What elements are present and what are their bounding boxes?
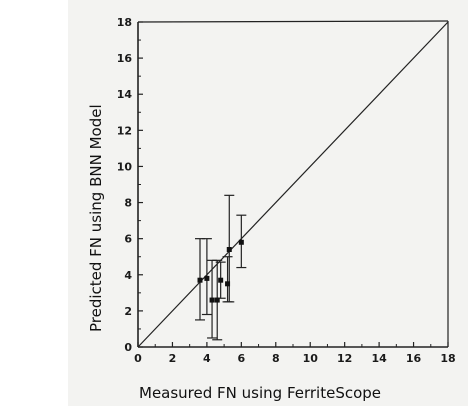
- y-tick-label: 6: [124, 233, 132, 246]
- x-tick-layer: 0 2 4 6 8 10 12 14 16 18: [134, 342, 456, 365]
- data-point-marker: [226, 247, 232, 252]
- identity-reference-line: [137, 21, 449, 348]
- x-tick-label: 2: [169, 352, 177, 365]
- y-axis-title: Predicted FN using BNN Model: [87, 104, 105, 332]
- y-tick-label: 18: [117, 16, 132, 29]
- y-tick-layer: 0 2 4 6 8 10 12 14 16 18: [117, 16, 143, 354]
- data-point-marker: [238, 239, 244, 245]
- y-tick-label: 16: [117, 52, 133, 65]
- y-tick-label: 8: [124, 197, 132, 210]
- top-frame-line: [137, 20, 449, 23]
- data-point-marker: [209, 297, 215, 303]
- x-tick-label: 0: [134, 352, 142, 365]
- x-tick-label: 12: [337, 352, 352, 365]
- plot-panel: [68, 0, 468, 406]
- x-tick-label: 14: [371, 352, 387, 365]
- error-bar-layer: [195, 194, 247, 341]
- x-tick-label: 16: [406, 352, 422, 365]
- y-tick-label: 4: [124, 269, 132, 282]
- reference-line-layer: [137, 21, 449, 348]
- x-axis-title: Measured FN using FerriteScope: [139, 384, 381, 402]
- y-tick-label: 10: [117, 160, 133, 173]
- y-tick-label: 12: [117, 124, 132, 137]
- data-point-marker: [197, 277, 203, 283]
- y-tick-label: 2: [124, 305, 132, 318]
- y-tick-label: 0: [124, 341, 132, 354]
- x-tick-label: 8: [272, 352, 280, 365]
- data-point-marker: [225, 281, 231, 287]
- x-tick-label: 4: [203, 352, 211, 365]
- data-point-marker: [204, 275, 210, 281]
- x-tick-label: 10: [303, 352, 319, 365]
- marker-layer: [197, 239, 244, 303]
- x-tick-label: 6: [238, 352, 246, 365]
- x-tick-label: 18: [440, 352, 455, 365]
- data-point-marker: [218, 277, 224, 283]
- data-point-marker: [214, 297, 220, 303]
- y-tick-label: 14: [117, 88, 133, 101]
